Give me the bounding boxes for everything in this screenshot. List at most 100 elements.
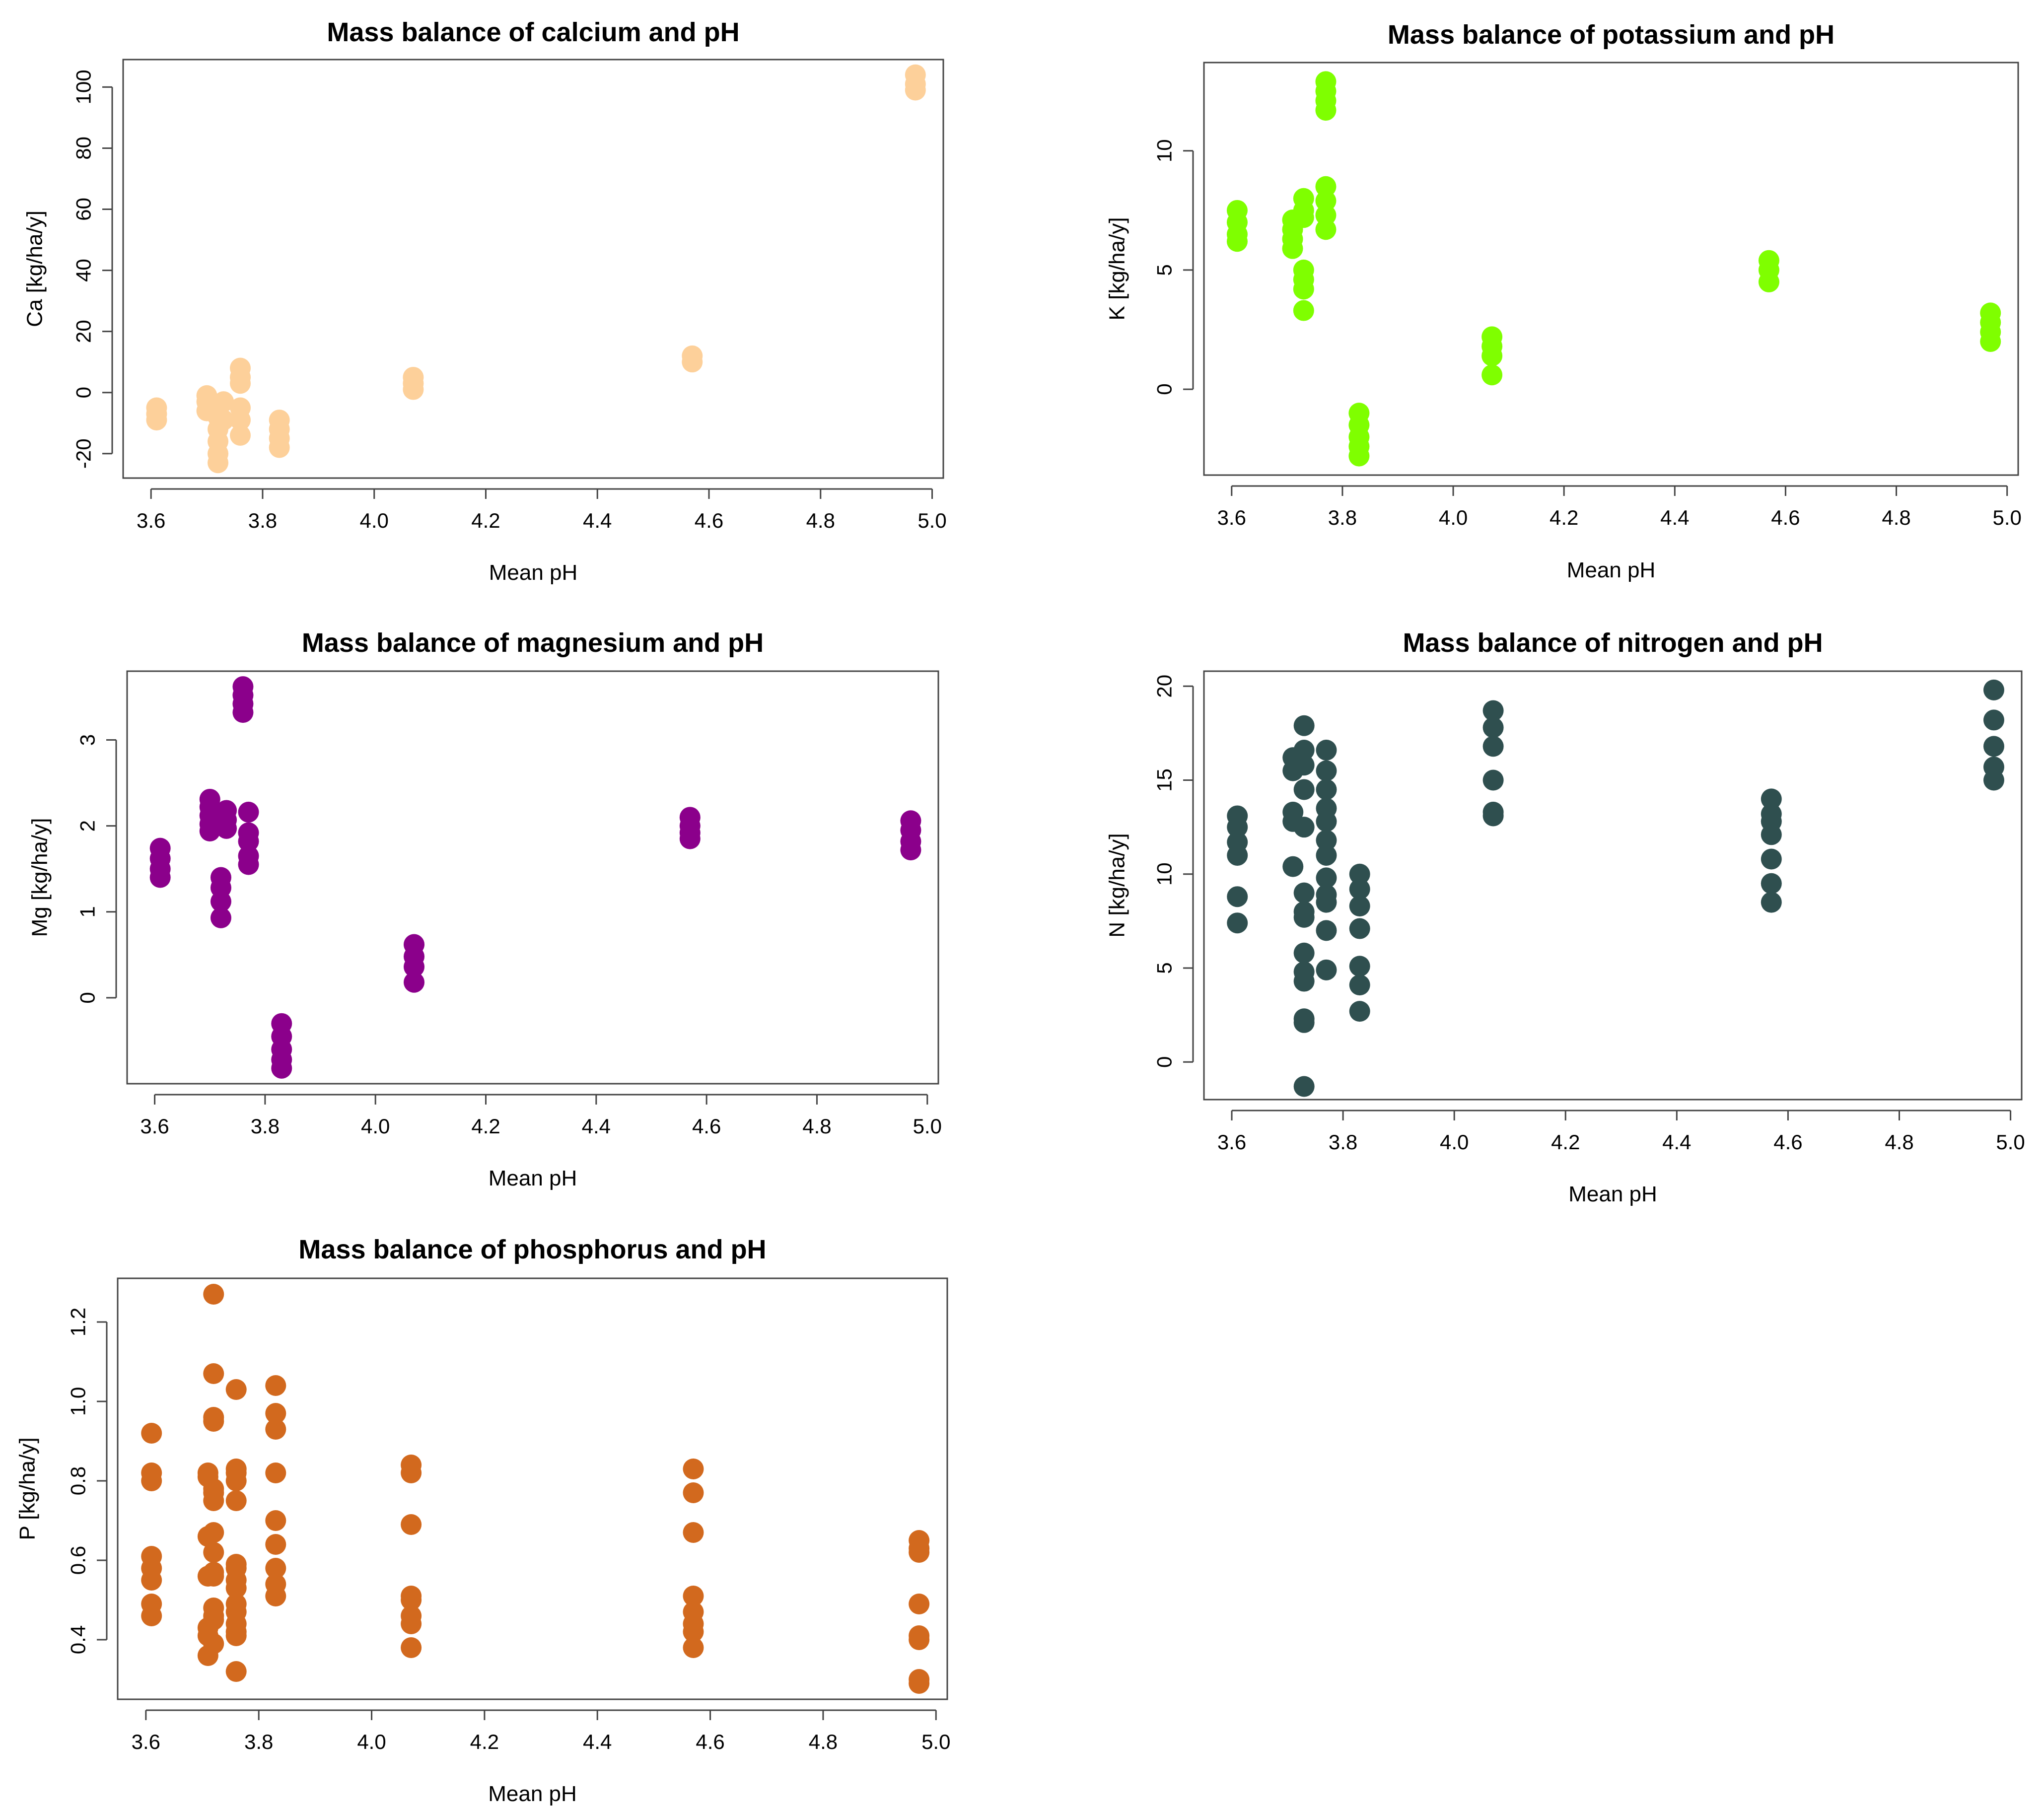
potassium-x-tick-label: 3.6 [1217,506,1246,529]
phosphorus-data-point [401,1462,422,1483]
phosphorus-x-tick-label: 4.0 [357,1730,386,1753]
calcium-y-tick-label: 0 [72,387,95,398]
calcium-y-tick-label: 20 [72,320,95,343]
phosphorus-data-point [909,1673,929,1694]
phosphorus-data-point [683,1637,704,1658]
phosphorus-x-tick-label: 3.8 [244,1730,273,1753]
calcium-x-tick-label: 3.8 [248,509,277,532]
nitrogen-data-point [1316,920,1337,941]
nitrogen-data-point [1316,892,1337,913]
calcium-y-tick-label: -20 [72,438,95,469]
nitrogen-y-tick-label: 0 [1153,1056,1176,1068]
nitrogen-data-point [1294,715,1315,736]
phosphorus-data-point [265,1375,286,1396]
nitrogen-data-point [1761,824,1782,845]
calcium-x-tick-label: 4.8 [806,509,835,532]
phosphorus-data-point [401,1613,422,1634]
magnesium-points [150,676,921,1079]
nitrogen-x-tick-label: 4.8 [1885,1130,1913,1154]
magnesium-x-tick-label: 3.6 [140,1114,169,1138]
magnesium-data-point [216,818,237,839]
nitrogen-data-point [1282,856,1303,877]
nitrogen-data-point [1483,717,1504,738]
calcium-data-point [230,425,251,446]
phosphorus-x-axis-label: Mean pH [488,1782,577,1806]
phosphorus-points [141,1284,929,1694]
nitrogen-data-point [1761,849,1782,870]
potassium-data-point [1227,231,1248,252]
nitrogen-data-point [1483,770,1504,791]
magnesium-x-tick-label: 5.0 [913,1114,942,1138]
nitrogen-data-point [1294,907,1315,928]
phosphorus-data-point [226,1470,247,1491]
phosphorus-data-point [203,1566,224,1587]
nitrogen-data-point [1316,811,1337,832]
phosphorus-data-point [265,1419,286,1440]
magnesium-x-tick-label: 3.8 [251,1114,280,1138]
nitrogen-chart-title: Mass balance of nitrogen and pH [1403,628,1823,658]
nitrogen-data-point [1316,845,1337,866]
phosphorus-data-point [141,1470,162,1491]
phosphorus-data-point [203,1363,224,1384]
calcium-y-tick-label: 60 [72,198,95,221]
phosphorus-data-point [203,1522,224,1543]
potassium-data-point [1315,100,1336,121]
magnesium-chart: Mass balance of magnesium and pH 3.6 3.8 4.… [28,628,942,1190]
magnesium-x-tick-label: 4.0 [361,1114,390,1138]
nitrogen-x-tick-label: 4.0 [1440,1130,1469,1154]
nitrogen-data-point [1349,1001,1370,1022]
calcium-y-tick-label: 80 [72,137,95,160]
nitrogen-data-point [1316,779,1337,800]
nitrogen-data-point [1294,1012,1315,1033]
potassium-x-tick-label: 4.0 [1439,506,1468,529]
calcium-x-tick-label: 4.2 [471,509,500,532]
phosphorus-data-point [141,1423,162,1444]
nitrogen-y-axis-label: N [kg/ha/y] [1105,833,1129,937]
magnesium-data-point [238,802,259,823]
potassium-x-tick-label: 3.8 [1328,506,1357,529]
potassium-y-tick-label: 5 [1153,264,1176,276]
potassium-data-point [1980,331,2001,352]
magnesium-data-point [150,867,171,888]
potassium-data-point [1293,278,1314,299]
phosphorus-data-point [203,1542,224,1563]
nitrogen-y-tick-label: 15 [1153,768,1176,792]
magnesium-data-point [271,1058,292,1079]
calcium-data-point [403,379,423,400]
calcium-points [146,65,925,473]
nitrogen-data-point [1483,805,1504,826]
potassium-data-point [1759,272,1779,292]
calcium-y-tick-label: 40 [72,259,95,282]
nitrogen-data-point [1983,770,2004,791]
nitrogen-x-tick-label: 3.6 [1217,1130,1246,1154]
magnesium-plot-frame [127,671,938,1084]
nitrogen-data-point [1227,845,1248,866]
magnesium-data-point [900,839,921,860]
potassium-x-tick-label: 5.0 [1992,506,2021,529]
nitrogen-data-point [1761,892,1782,913]
phosphorus-chart: Mass balance of phosphorus and pH3.6 3.8 4… [15,1235,951,1806]
phosphorus-data-point [203,1490,224,1511]
magnesium-data-point [232,702,253,723]
magnesium-x-tick-label: 4.4 [582,1114,611,1138]
nitrogen-data-point [1294,971,1315,992]
nitrogen-x-tick-label: 4.2 [1551,1130,1580,1154]
magnesium-data-point [680,829,701,849]
calcium-x-tick-label: 3.6 [137,509,165,532]
phosphorus-y-tick-label: 0.6 [67,1546,90,1575]
potassium-x-tick-label: 4.4 [1660,506,1689,529]
magnesium-y-tick-label: 1 [76,906,99,917]
nitrogen-data-point [1227,886,1248,907]
phosphorus-x-tick-label: 4.6 [696,1730,724,1753]
phosphorus-data-point [226,1625,247,1646]
phosphorus-x-tick-label: 3.6 [132,1730,160,1753]
calcium-data-point [208,452,228,473]
magnesium-data-point [404,972,424,993]
nitrogen-x-tick-label: 4.4 [1662,1130,1691,1154]
nitrogen-data-point [1349,956,1370,976]
nitrogen-data-point [1349,918,1370,939]
calcium-data-point [682,351,703,372]
phosphorus-data-point [683,1522,704,1543]
phosphorus-y-tick-label: 0.4 [67,1625,90,1654]
nitrogen-x-tick-label: 3.8 [1329,1130,1357,1154]
